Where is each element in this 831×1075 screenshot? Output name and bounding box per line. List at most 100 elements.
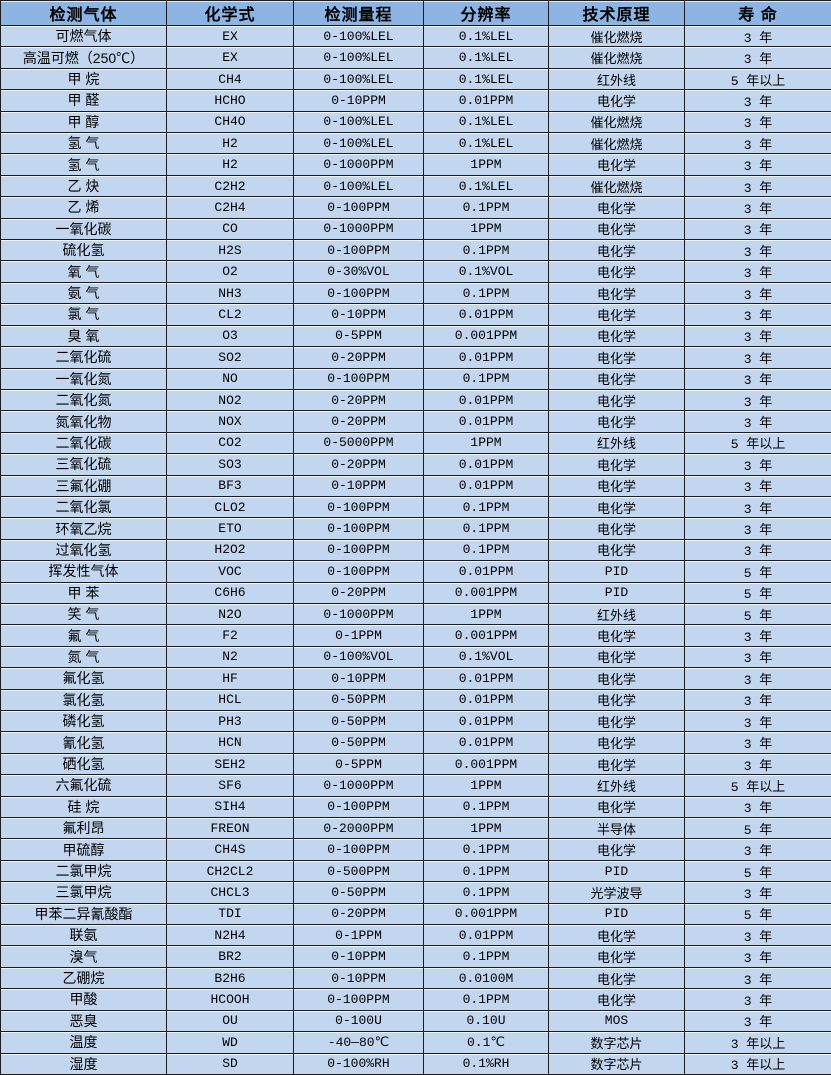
resolution-cell: 0.1%LEL (423, 110, 549, 134)
table-row: 一氧化碳 CO 0-1000PPM 1PPM 电化学 3 年 (0, 217, 831, 241)
technology-cell: 电化学 (548, 153, 685, 176)
detection-range-cell: 0-50PPM (293, 709, 424, 733)
table-row: 环氧乙烷 ETO 0-100PPM 0.1PPM 电化学 3 年 (0, 517, 831, 540)
resolution-cell: 0.1%LEL (423, 67, 549, 91)
chemical-formula-cell: CHCL3 (166, 881, 294, 904)
technology-cell: 电化学 (548, 667, 685, 690)
chemical-formula-cell: CH4 (166, 67, 294, 91)
lifespan-cell: 3 年 (684, 196, 831, 219)
chemical-formula-cell: CO (166, 217, 294, 241)
gas-name-cell: 甲酸 (0, 988, 167, 1011)
lifespan-cell: 3 年 (684, 731, 831, 754)
lifespan-cell: 5 年以上 (684, 431, 831, 455)
lifespan-cell: 3 年 (684, 667, 831, 690)
gas-name-cell: 乙 烯 (0, 196, 167, 219)
chemical-formula-cell: HF (166, 667, 294, 690)
resolution-cell: 0.0100M (423, 966, 549, 990)
technology-cell: 电化学 (548, 709, 685, 733)
resolution-cell: 1PPM (423, 774, 549, 797)
gas-name-cell: 甲 烷 (0, 67, 167, 91)
lifespan-cell: 3 年 (684, 624, 831, 647)
gas-name-cell: 笑 气 (0, 602, 167, 626)
table-row: 乙 炔 C2H2 0-100%LEL 0.1%LEL 催化燃烧 3 年 (0, 174, 831, 198)
technology-cell: 光学波导 (548, 881, 685, 904)
detection-range-cell: 0-100PPM (293, 795, 424, 819)
chemical-formula-cell: HCHO (166, 89, 294, 112)
table-row: 甲 苯 C6H6 0-20PPM 0.001PPM PID 5 年 (0, 581, 831, 604)
chemical-formula-cell: EX (166, 24, 294, 48)
gas-name-cell: 甲苯二异氰酸酯 (0, 902, 167, 926)
resolution-cell: 0.01PPM (423, 453, 549, 476)
resolution-cell: 0.1PPM (423, 988, 549, 1011)
detection-range-cell: 0-1PPM (293, 924, 424, 947)
detection-range-cell: 0-100PPM (293, 495, 424, 519)
detection-range-cell: 0-100PPM (293, 517, 424, 540)
gas-name-cell: 高温可燃（250℃） (0, 46, 167, 69)
technology-cell: 电化学 (548, 924, 685, 947)
table-row: 六氟化硫 SF6 0-1000PPM 1PPM 红外线 5 年以上 (0, 774, 831, 797)
technology-cell: 电化学 (548, 838, 685, 861)
resolution-cell: 0.1%LEL (423, 132, 549, 155)
gas-name-cell: 甲硫醇 (0, 838, 167, 861)
table-row: 氟 气 F2 0-1PPM 0.001PPM 电化学 3 年 (0, 624, 831, 647)
gas-name-cell: 氟化氢 (0, 667, 167, 690)
chemical-formula-cell: EX (166, 46, 294, 69)
detection-range-cell: 0-2000PPM (293, 817, 424, 840)
gas-name-cell: 氢 气 (0, 153, 167, 176)
table-row: 三氧化硫 SO3 0-20PPM 0.01PPM 电化学 3 年 (0, 453, 831, 476)
lifespan-cell: 3 年 (684, 988, 831, 1011)
table-row: 湿度 SD 0-100%RH 0.1%RH 数字芯片 3 年以上 (0, 1052, 831, 1075)
technology-cell: 电化学 (548, 624, 685, 647)
table-row: 恶臭 OU 0-100U 0.10U MOS 3 年 (0, 1009, 831, 1033)
resolution-cell: 0.1PPM (423, 795, 549, 819)
lifespan-cell: 5 年 (684, 602, 831, 626)
table-row: 二氧化硫 SO2 0-20PPM 0.01PPM 电化学 3 年 (0, 346, 831, 369)
chemical-formula-cell: CO2 (166, 431, 294, 455)
resolution-cell: 0.01PPM (423, 303, 549, 326)
detection-range-cell: 0-20PPM (293, 902, 424, 926)
technology-cell: 电化学 (548, 217, 685, 241)
gas-name-cell: 硅 烷 (0, 795, 167, 819)
resolution-cell: 0.1%LEL (423, 24, 549, 48)
resolution-cell: 0.1%LEL (423, 46, 549, 69)
detection-range-cell: 0-50PPM (293, 688, 424, 712)
chemical-formula-cell: HCN (166, 731, 294, 754)
detection-range-cell: 0-10PPM (293, 89, 424, 112)
technology-cell: PID (548, 560, 685, 583)
gas-name-cell: 甲 醇 (0, 110, 167, 134)
detection-range-cell: 0-100%VOL (293, 645, 424, 669)
technology-cell: 电化学 (548, 388, 685, 412)
resolution-cell: 0.001PPM (423, 902, 549, 926)
lifespan-cell: 3 年 (684, 709, 831, 733)
technology-cell: 电化学 (548, 410, 685, 433)
resolution-cell: 0.01PPM (423, 474, 549, 497)
detection-range-cell: 0-100PPM (293, 239, 424, 262)
resolution-cell: 0.001PPM (423, 752, 549, 776)
chemical-formula-cell: WD (166, 1031, 294, 1054)
table-row: 挥发性气体 VOC 0-100PPM 0.01PPM PID 5 年 (0, 560, 831, 583)
table-row: 臭 氧 O3 0-5PPM 0.001PPM 电化学 3 年 (0, 324, 831, 348)
detection-range-cell: 0-10PPM (293, 303, 424, 326)
resolution-cell: 0.10U (423, 1009, 549, 1033)
table-row: 氟化氢 HF 0-10PPM 0.01PPM 电化学 3 年 (0, 667, 831, 690)
chemical-formula-cell: CH4O (166, 110, 294, 134)
gas-name-cell: 二氧化碳 (0, 431, 167, 455)
table-row: 甲 醛 HCHO 0-10PPM 0.01PPM 电化学 3 年 (0, 89, 831, 112)
table-row: 氯化氢 HCL 0-50PPM 0.01PPM 电化学 3 年 (0, 688, 831, 712)
chemical-formula-cell: SO3 (166, 453, 294, 476)
header-gas-name: 检测气体 (0, 0, 167, 26)
detection-range-cell: 0-100PPM (293, 367, 424, 390)
detection-range-cell: 0-500PPM (293, 859, 424, 883)
gas-name-cell: 硒化氢 (0, 752, 167, 776)
table-row: 氢 气 H2 0-100%LEL 0.1%LEL 催化燃烧 3 年 (0, 132, 831, 155)
table-row: 氢 气 H2 0-1000PPM 1PPM 电化学 3 年 (0, 153, 831, 176)
lifespan-cell: 3 年 (684, 881, 831, 904)
table-row: 甲 醇 CH4O 0-100%LEL 0.1%LEL 催化燃烧 3 年 (0, 110, 831, 134)
chemical-formula-cell: SF6 (166, 774, 294, 797)
table-row: 一氧化氮 NO 0-100PPM 0.1PPM 电化学 3 年 (0, 367, 831, 390)
technology-cell: 电化学 (548, 196, 685, 219)
resolution-cell: 0.1PPM (423, 239, 549, 262)
chemical-formula-cell: SD (166, 1052, 294, 1075)
chemical-formula-cell: SEH2 (166, 752, 294, 776)
chemical-formula-cell: N2 (166, 645, 294, 669)
